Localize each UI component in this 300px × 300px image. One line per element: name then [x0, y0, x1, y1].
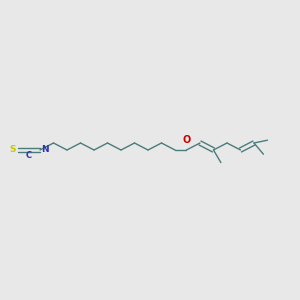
Text: C: C: [26, 151, 32, 160]
Text: O: O: [182, 135, 190, 145]
Text: S: S: [10, 146, 16, 154]
Text: N: N: [41, 146, 49, 154]
